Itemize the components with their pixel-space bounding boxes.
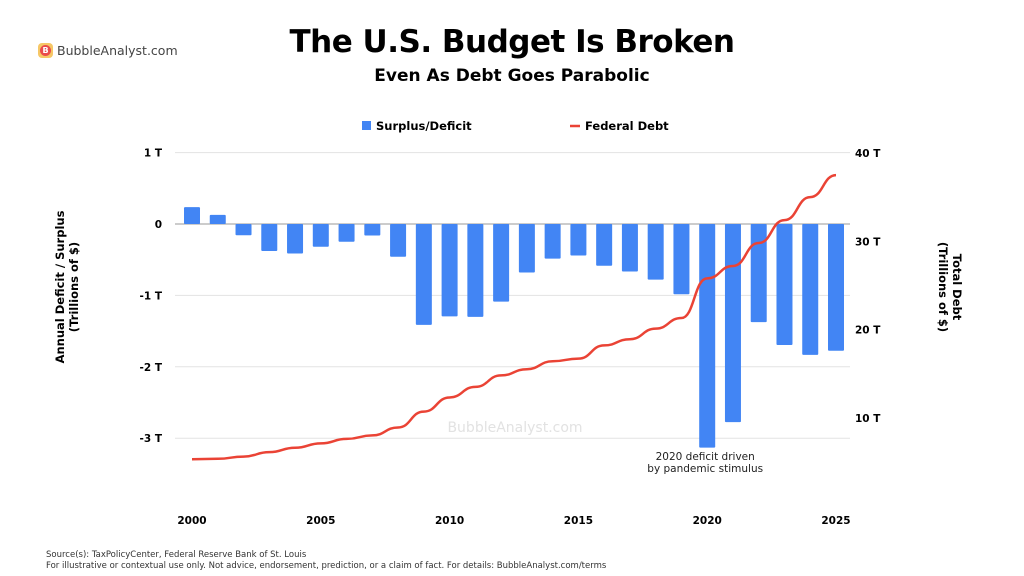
bar-2001 (209, 214, 226, 224)
bar-2007 (364, 224, 381, 236)
logo-icon: B (38, 43, 53, 58)
legend-label-bar: Surplus/Deficit (376, 119, 472, 133)
annotation-line: by pandemic stimulus (647, 463, 763, 475)
annotation-line: 2020 deficit driven (656, 451, 755, 463)
bar-2014 (544, 224, 561, 259)
footer: Source(s): TaxPolicyCenter, Federal Rese… (46, 550, 606, 572)
bar-2020 (699, 224, 716, 448)
disclaimer: For illustrative or contextual use only.… (46, 561, 607, 571)
bar-2023 (776, 224, 793, 346)
right-axis-title: Total Debt(Trillions of $) (936, 242, 964, 332)
source-note: Source(s): TaxPolicyCenter, Federal Rese… (46, 550, 307, 560)
chart-subtitle: Even As Debt Goes Parabolic (374, 66, 650, 86)
x-tick-label: 2005 (306, 515, 335, 527)
x-tick-label: 2015 (564, 515, 593, 527)
bar-2010 (441, 224, 458, 317)
x-tick-label: 2000 (177, 515, 206, 527)
x-tick-label: 2025 (821, 515, 850, 527)
x-tick-label: 2010 (435, 515, 464, 527)
bar-2003 (261, 224, 278, 251)
left-tick-label: -1 T (140, 290, 163, 302)
right-axis-title-line: (Trillions of $) (936, 242, 950, 332)
bar-2018 (647, 224, 664, 280)
bar-2004 (287, 224, 304, 254)
bar-2019 (673, 224, 690, 295)
bar-2008 (390, 224, 407, 257)
brand-logo: B BubbleAnalyst.com (38, 43, 178, 58)
right-tick-label: 40 T (855, 148, 881, 160)
right-tick-label: 20 T (855, 325, 881, 337)
bar-2016 (596, 224, 613, 266)
bar-2005 (312, 224, 329, 247)
bar-2000 (184, 207, 200, 224)
left-tick-label: -3 T (140, 433, 163, 445)
bar-2021 (724, 224, 741, 423)
bar-2006 (338, 224, 355, 242)
chart-title: The U.S. Budget Is Broken (289, 24, 735, 60)
brand-name: BubbleAnalyst.com (57, 43, 178, 58)
x-tick-label: 2020 (693, 515, 722, 527)
bar-2015 (570, 224, 587, 256)
bar-2013 (518, 224, 535, 273)
legend-label-line: Federal Debt (585, 119, 669, 133)
right-axis-title-line: Total Debt (950, 254, 964, 321)
right-tick-label: 30 T (855, 236, 881, 248)
left-axis-title-line: Annual Deficit / Surplus (53, 210, 67, 363)
left-tick-label: -2 T (140, 362, 163, 374)
bar-2009 (415, 224, 432, 325)
right-tick-label: 10 T (855, 413, 881, 425)
left-axis-title: Annual Deficit / Surplus(Trillions of $) (53, 210, 81, 363)
bar-2022 (750, 224, 767, 323)
left-tick-label: 1 T (144, 148, 163, 160)
bar-2012 (493, 224, 510, 302)
left-tick-label: 0 (155, 219, 162, 231)
debt-line (191, 173, 837, 461)
bar-2024 (802, 224, 819, 355)
watermark: BubbleAnalyst.com (447, 420, 582, 436)
legend-swatch-bar (362, 121, 371, 130)
left-axis-title-line: (Trillions of $) (67, 242, 81, 332)
bar-2002 (235, 224, 252, 236)
bar-2017 (621, 224, 638, 272)
bar-2025 (828, 224, 844, 351)
bar-2011 (467, 224, 484, 317)
